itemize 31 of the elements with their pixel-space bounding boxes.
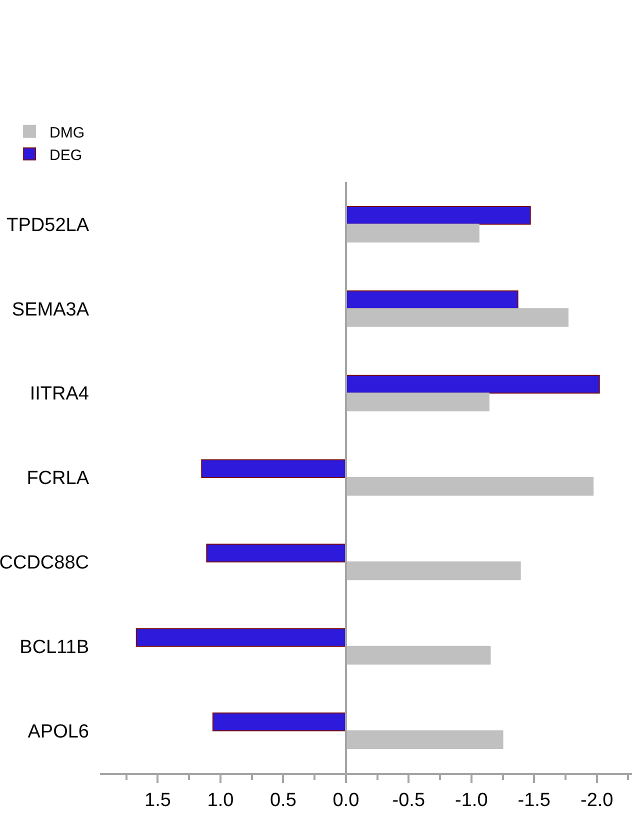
legend-label: DEG — [50, 146, 82, 164]
bar — [345, 646, 491, 665]
legend-label: DMG — [50, 124, 85, 142]
bar — [345, 308, 569, 327]
bar — [212, 712, 346, 732]
bar — [345, 224, 480, 242]
y-tick-label: IITRA4 — [30, 384, 90, 405]
x-tick-label: -2.0 — [580, 790, 614, 811]
bar — [201, 459, 346, 478]
bar — [345, 206, 531, 225]
bar — [345, 477, 594, 496]
y-tick-label: TPD52LA — [6, 214, 90, 236]
bar — [136, 628, 346, 647]
y-tick-label: APOL6 — [28, 721, 89, 742]
bar — [345, 290, 518, 310]
y-tick-label: CCDC88C — [0, 552, 89, 574]
x-tick-label: -0.5 — [392, 790, 426, 811]
x-tick-label: -1.0 — [455, 790, 488, 811]
bar — [345, 561, 521, 580]
bar — [345, 374, 600, 394]
x-tick-label: 0.0 — [332, 790, 360, 811]
bar — [345, 730, 504, 750]
y-tick-label: SEMA3A — [12, 299, 90, 320]
x-tick-label: 1.0 — [207, 790, 234, 811]
bar — [345, 392, 490, 412]
bar — [206, 544, 346, 562]
y-tick-label: FCRLA — [26, 468, 90, 490]
x-tick-label: 0.5 — [270, 790, 296, 811]
y-tick-label: BCL11B — [20, 637, 89, 658]
x-tick-label: -1.5 — [518, 790, 551, 811]
x-tick-label: 1.5 — [144, 790, 171, 811]
